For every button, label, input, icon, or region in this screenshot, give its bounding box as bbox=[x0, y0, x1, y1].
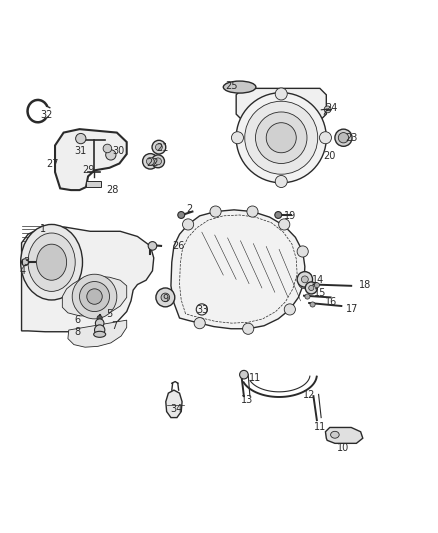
Text: 18: 18 bbox=[359, 279, 371, 289]
Ellipse shape bbox=[95, 325, 105, 335]
Text: 11: 11 bbox=[249, 373, 261, 383]
Ellipse shape bbox=[87, 289, 102, 304]
Ellipse shape bbox=[21, 259, 28, 265]
Ellipse shape bbox=[36, 244, 67, 280]
Ellipse shape bbox=[103, 144, 112, 153]
Ellipse shape bbox=[338, 133, 349, 143]
Ellipse shape bbox=[21, 224, 82, 300]
Ellipse shape bbox=[95, 319, 104, 327]
Text: 31: 31 bbox=[74, 147, 87, 157]
Ellipse shape bbox=[279, 219, 290, 230]
Text: 2: 2 bbox=[186, 204, 192, 214]
Text: 3: 3 bbox=[24, 257, 30, 267]
Ellipse shape bbox=[146, 157, 154, 165]
Ellipse shape bbox=[183, 219, 194, 230]
Ellipse shape bbox=[284, 304, 295, 315]
Ellipse shape bbox=[275, 212, 282, 219]
Text: 21: 21 bbox=[156, 143, 169, 154]
Text: 13: 13 bbox=[241, 395, 253, 406]
Text: 12: 12 bbox=[303, 390, 315, 400]
Polygon shape bbox=[55, 129, 127, 190]
Text: 1: 1 bbox=[40, 224, 46, 234]
Text: 23: 23 bbox=[345, 133, 357, 143]
Text: 20: 20 bbox=[324, 151, 336, 161]
Ellipse shape bbox=[97, 316, 102, 320]
Text: 5: 5 bbox=[106, 309, 113, 319]
Ellipse shape bbox=[305, 294, 310, 299]
Text: 32: 32 bbox=[40, 110, 53, 120]
Ellipse shape bbox=[156, 288, 175, 307]
Ellipse shape bbox=[72, 274, 117, 319]
Ellipse shape bbox=[194, 318, 205, 329]
Text: 10: 10 bbox=[337, 442, 350, 453]
Ellipse shape bbox=[314, 282, 319, 288]
Ellipse shape bbox=[79, 281, 110, 312]
Text: 34: 34 bbox=[170, 404, 182, 414]
Ellipse shape bbox=[155, 144, 162, 151]
Ellipse shape bbox=[335, 129, 352, 147]
Ellipse shape bbox=[297, 272, 313, 287]
Text: 19: 19 bbox=[284, 211, 296, 221]
Ellipse shape bbox=[298, 277, 310, 288]
Ellipse shape bbox=[310, 302, 315, 307]
Ellipse shape bbox=[210, 206, 221, 217]
Ellipse shape bbox=[266, 123, 296, 153]
Polygon shape bbox=[325, 427, 363, 443]
Polygon shape bbox=[236, 88, 326, 120]
Ellipse shape bbox=[76, 133, 86, 144]
Ellipse shape bbox=[152, 155, 165, 168]
Text: 4: 4 bbox=[19, 266, 25, 276]
Text: 14: 14 bbox=[311, 275, 324, 285]
Ellipse shape bbox=[148, 241, 157, 250]
Ellipse shape bbox=[236, 93, 326, 183]
Text: 11: 11 bbox=[314, 423, 326, 432]
Text: 25: 25 bbox=[226, 81, 238, 91]
Text: 29: 29 bbox=[82, 165, 94, 175]
Polygon shape bbox=[166, 390, 182, 417]
Ellipse shape bbox=[94, 332, 106, 337]
Text: 27: 27 bbox=[46, 159, 59, 169]
Text: 9: 9 bbox=[162, 294, 168, 304]
Ellipse shape bbox=[143, 154, 158, 169]
Ellipse shape bbox=[305, 282, 317, 294]
Text: 16: 16 bbox=[325, 297, 338, 306]
Polygon shape bbox=[68, 320, 127, 347]
Text: 26: 26 bbox=[172, 241, 184, 251]
Ellipse shape bbox=[178, 212, 185, 219]
Ellipse shape bbox=[245, 101, 318, 174]
Ellipse shape bbox=[152, 140, 166, 154]
Ellipse shape bbox=[297, 246, 308, 257]
Ellipse shape bbox=[231, 132, 244, 144]
Ellipse shape bbox=[275, 175, 287, 188]
Ellipse shape bbox=[243, 323, 254, 334]
Ellipse shape bbox=[106, 150, 116, 160]
Ellipse shape bbox=[161, 293, 170, 302]
Text: 30: 30 bbox=[112, 147, 124, 157]
Polygon shape bbox=[21, 227, 154, 332]
Ellipse shape bbox=[301, 276, 308, 283]
Ellipse shape bbox=[247, 206, 258, 217]
Text: 17: 17 bbox=[346, 304, 358, 313]
Text: 7: 7 bbox=[111, 321, 117, 331]
Ellipse shape bbox=[275, 88, 287, 100]
Polygon shape bbox=[171, 210, 305, 329]
Text: 24: 24 bbox=[325, 103, 338, 112]
Ellipse shape bbox=[324, 106, 331, 113]
Ellipse shape bbox=[331, 431, 339, 438]
Text: 22: 22 bbox=[146, 158, 159, 167]
Ellipse shape bbox=[223, 81, 256, 93]
Ellipse shape bbox=[309, 285, 314, 290]
Polygon shape bbox=[86, 181, 101, 187]
Ellipse shape bbox=[28, 233, 75, 292]
Text: 6: 6 bbox=[74, 315, 81, 325]
Text: 15: 15 bbox=[314, 288, 326, 298]
Ellipse shape bbox=[255, 112, 307, 164]
Ellipse shape bbox=[155, 158, 162, 165]
Text: 8: 8 bbox=[74, 327, 81, 337]
Text: 28: 28 bbox=[106, 185, 119, 195]
Ellipse shape bbox=[240, 370, 248, 379]
Polygon shape bbox=[62, 276, 127, 316]
Text: 33: 33 bbox=[197, 305, 209, 316]
Ellipse shape bbox=[319, 132, 332, 144]
